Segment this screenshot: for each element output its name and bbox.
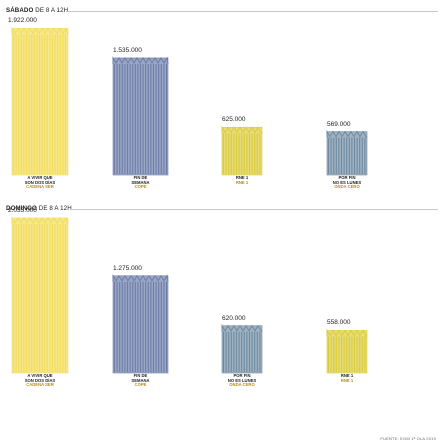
sunday-title-day: DOMINGO [6,205,37,212]
category-label: A VIVIR QUE SON DOS DÍAS CADENA SER [24,373,56,388]
category-label: POR FIN NO ES LUNES ONDA CERO [227,373,257,388]
bar-outline [326,330,368,374]
bar-cap [221,125,263,134]
saturday-title-hours: DE 8 A 12H [35,7,69,14]
bar-value-label: 1.535.000 [113,46,142,54]
bar-value-label: 1.275.000 [113,264,142,272]
bar-value-label: 2.033.000 [8,207,37,214]
bar-value-label: 625.000 [222,116,246,124]
bar-cap [11,26,69,35]
bar-outline [11,217,69,374]
bar-outline [112,57,169,176]
sunday-section-title: DOMINGO DE 8 A 12H [6,205,72,212]
bar-value-label: 1.922.000 [8,17,37,25]
bar-sunday-1 [112,273,169,374]
source-note: FUENTE: EGM 1ª OLA 2019 [380,436,436,441]
bar-sunday-3 [326,328,368,374]
category-label: FIN DE SEMANA COPE [131,175,150,190]
bar-saturday-3 [326,129,368,176]
bar-cap [326,328,368,337]
bar-outline [326,131,368,176]
sunday-title-hours: DE 8 A 12H [38,205,72,212]
bar-value-label: 620.000 [222,314,246,322]
bar-sunday-2 [221,323,263,374]
saturday-title-day: SÁBADO [6,7,34,14]
saturday-section-title: SÁBADO DE 8 A 12H [6,7,68,14]
category-label: POR FIN NO ES LUNES ONDA CERO [332,175,362,190]
category-label: RNE 1 RNE 1 [235,175,249,185]
bar-saturday-0 [11,26,69,176]
bar-outline [221,127,263,176]
bar-cap [11,216,69,225]
bar-outline [112,275,169,374]
bar-saturday-2 [221,125,263,176]
category-label: FIN DE SEMANA COPE [131,373,150,388]
bar-cap [221,323,263,333]
bar-value-label: 558.000 [327,319,351,327]
bar-outline [221,325,263,374]
bar-value-label: 569.000 [327,120,351,128]
bar-cap [326,129,368,138]
bar-sunday-0 [11,216,69,374]
category-label: A VIVIR QUE SON DOS DÍAS CADENA SER [24,175,56,190]
bar-outline [11,28,69,176]
sunday-divider [70,209,438,210]
bar-cap [112,56,169,65]
bar-saturday-1 [112,56,169,176]
category-label: RNE 1 RNE 1 [340,373,354,383]
bar-cap [112,273,169,282]
saturday-divider [66,11,438,12]
